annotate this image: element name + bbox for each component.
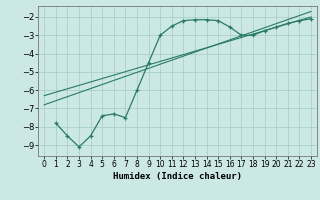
X-axis label: Humidex (Indice chaleur): Humidex (Indice chaleur) — [113, 172, 242, 181]
